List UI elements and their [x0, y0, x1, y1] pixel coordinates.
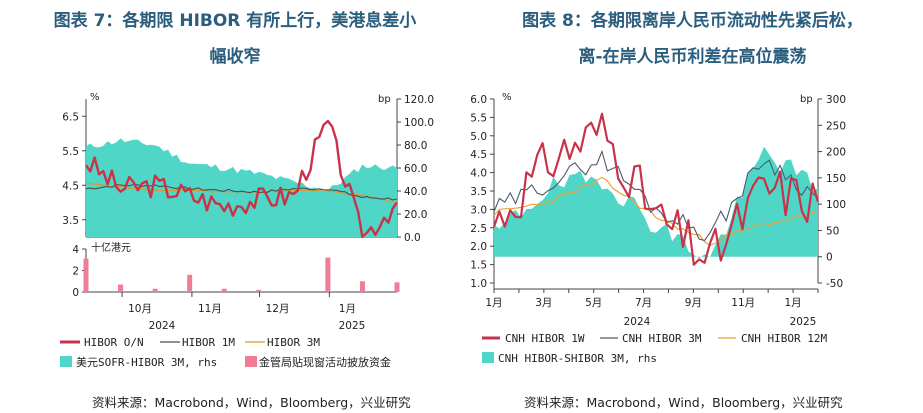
legend-label-cnh-3m: CNH HIBOR 3M	[622, 332, 702, 345]
chart-8-year-2024: 2024	[624, 316, 651, 328]
chart-8-left-tick-label: 5.0	[470, 131, 487, 143]
chart-8-month-label: 1月	[784, 297, 801, 309]
chart-8-left-tick-label: 1.5	[470, 260, 487, 272]
chart-7-month-label: 10月	[128, 303, 152, 315]
chart-8-legend: CNH HIBOR 1W CNH HIBOR 3M CNH HIBOR 12M …	[482, 332, 827, 365]
chart-7-left-tick-label: 3.5	[62, 215, 79, 227]
chart-7-fund-bar	[256, 289, 262, 292]
chart-8-left-tick-label: 2.5	[470, 223, 487, 235]
chart-8-left-tick-label: 5.5	[470, 112, 487, 124]
chart-7-lower-tick-label: 4	[72, 244, 79, 256]
chart-7-legend: HIBOR O/N HIBOR 1M HIBOR 3M 美元SOFR-HIBOR…	[60, 336, 391, 369]
chart-7-right-tick-label: 80.0	[404, 140, 427, 152]
chart-8-left-unit: %	[502, 92, 512, 103]
chart-7-fund-bar	[221, 288, 227, 292]
legend-swatch-cnh-spread	[482, 352, 494, 363]
chart-8-right-tick-label: 200	[826, 147, 846, 159]
chart-8-left-tick-label: 4.0	[470, 168, 487, 180]
chart-8-right-tick-label: -50	[826, 278, 843, 290]
chart-7-title-line1: 图表 7：各期限 HIBOR 有所上行，美港息差小	[53, 11, 417, 31]
legend-label-hibor-1m: HIBOR 1M	[182, 336, 235, 349]
legend-label-hibor-3m: HIBOR 3M	[267, 336, 320, 349]
chart-7-fund-bar	[83, 258, 89, 292]
chart-7-right-tick-label: 40.0	[404, 186, 427, 198]
chart-8-left-tick-label: 3.5	[470, 186, 487, 198]
chart-7-fund-bar	[359, 281, 365, 292]
legend-label-cnh-spread: CNH HIBOR-SHIBOR 3M, rhs	[498, 352, 657, 365]
chart-7-fund-bar	[394, 282, 400, 292]
chart-8-right-tick-label: 100	[826, 199, 846, 211]
chart-7-fund-bar	[325, 257, 331, 292]
chart-7-fund-bar	[118, 284, 124, 292]
chart-8-spread-area	[494, 146, 818, 259]
legend-label-fund: 金管局贴现窗活动披放资金	[259, 355, 391, 369]
chart-8-cnh-12m-line	[493, 176, 819, 247]
chart-7-right-tick-label: 100.0	[404, 117, 434, 129]
chart-7-fund-bar	[187, 274, 193, 292]
chart-7-right-tick-label: 0.0	[404, 232, 421, 244]
chart-8-month-label: 11月	[731, 297, 755, 309]
chart-7-right-unit: bp	[378, 94, 391, 105]
chart-8-left-tick-label: 2.0	[470, 241, 487, 253]
chart-8-month-label: 1月	[485, 297, 502, 309]
chart-8-title-line1: 图表 8：各期限离岸人民币流动性先紧后松，	[522, 11, 863, 31]
chart-8-right-tick-label: 50	[826, 225, 839, 237]
chart-7-lower-unit: 十亿港元	[91, 241, 131, 254]
chart-7-year-2024: 2024	[149, 320, 176, 332]
chart-8-month-label: 3月	[535, 297, 552, 309]
chart-8-right-tick-label: 0	[826, 252, 833, 264]
chart-7-left-tick-label: 4.5	[62, 180, 79, 192]
chart-7-hibor-on-line	[85, 119, 398, 239]
legend-label-cnh-1w: CNH HIBOR 1W	[505, 332, 585, 345]
chart-7-month-label: 12月	[266, 303, 290, 315]
chart-7-plot: 6.5 5.5 4.5 3.5 120.0 100.0 80.0 60.0 40.0 20.0 0.…	[62, 92, 434, 332]
chart-8-right-tick-label: 300	[826, 94, 846, 106]
chart-panel-7: 图表 7：各期限 HIBOR 有所上行，美港息差小 幅收窄 6.5 5.5 4.5 3…	[0, 0, 460, 413]
chart-7-lower-tick-label: 2	[72, 266, 79, 278]
chart-panel-8: 图表 8：各期限离岸人民币流动性先紧后松， 离-在岸人民币利差在高位震荡 6.0…	[460, 0, 923, 413]
chart-7-fund-bar	[152, 288, 158, 292]
chart-7-right-tick-label: 20.0	[404, 209, 427, 221]
legend-label-cnh-12m: CNH HIBOR 12M	[741, 332, 827, 345]
chart-7-lower-tick-label: 0	[72, 287, 79, 299]
legend-label-spread: 美元SOFR-HIBOR 3M, rhs	[76, 356, 217, 369]
chart-8-title: 图表 8：各期限离岸人民币流动性先紧后松， 离-在岸人民币利差在高位震荡	[465, 6, 920, 72]
chart-8-month-label: 9月	[685, 297, 702, 309]
chart-8-plot: 6.0 5.5 5.0 4.5 4.0 3.5 3.0 2.5 2.0 1.5 1.0 300 250 2…	[470, 92, 846, 328]
chart-7-year-2025: 2025	[339, 320, 366, 332]
chart-7-spread-area	[86, 138, 397, 237]
chart-7-month-label: 1月	[339, 303, 356, 315]
chart-7-left-tick-label: 6.5	[62, 111, 79, 123]
chart-7-hibor-1m-line	[85, 183, 398, 201]
legend-swatch-fund	[245, 356, 257, 367]
chart-8-left-tick-label: 3.0	[470, 204, 487, 216]
chart-7-right-tick-label: 60.0	[404, 163, 427, 175]
chart-8-right-tick-label: 150	[826, 173, 846, 185]
chart-8-title-line2: 离-在岸人民币利差在高位震荡	[578, 47, 807, 67]
chart-7-title: 图表 7：各期限 HIBOR 有所上行，美港息差小 幅收窄	[20, 6, 450, 72]
legend-label-hibor-on: HIBOR O/N	[84, 336, 144, 349]
chart-8-year-2025: 2025	[790, 316, 817, 328]
chart-8-right-unit: bp	[800, 94, 813, 105]
chart-7-marks: 6.5 5.5 4.5 3.5 120.0 100.0 80.0 60.0 40.0 20.0 0.…	[62, 94, 434, 315]
chart-8-right-tick-label: 250	[826, 120, 846, 132]
chart-7-month-label: 11月	[198, 303, 222, 315]
chart-8-left-tick-label: 1.0	[470, 278, 487, 290]
chart-8-left-tick-label: 4.5	[470, 149, 487, 161]
chart-8-left-tick-label: 6.0	[470, 94, 487, 106]
chart-8-marks: 6.0 5.5 5.0 4.5 4.0 3.5 3.0 2.5 2.0 1.5 1.0 300 250 2…	[470, 94, 846, 309]
chart-8-cnh-1w-line	[492, 112, 820, 266]
chart-7-left-unit: %	[90, 92, 100, 103]
chart-8-month-label: 5月	[585, 297, 602, 309]
chart-7-source: 资料来源：Macrobond，Wind，Bloomberg，兴业研究	[92, 395, 411, 410]
chart-7-left-tick-label: 5.5	[62, 146, 79, 158]
chart-8-source: 资料来源：Macrobond，Wind，Bloomberg，兴业研究	[524, 395, 843, 410]
legend-swatch-spread	[60, 356, 72, 367]
chart-8-month-label: 7月	[635, 297, 652, 309]
chart-7-title-line2: 幅收窄	[209, 47, 261, 67]
chart-7-right-tick-label: 120.0	[404, 94, 434, 106]
